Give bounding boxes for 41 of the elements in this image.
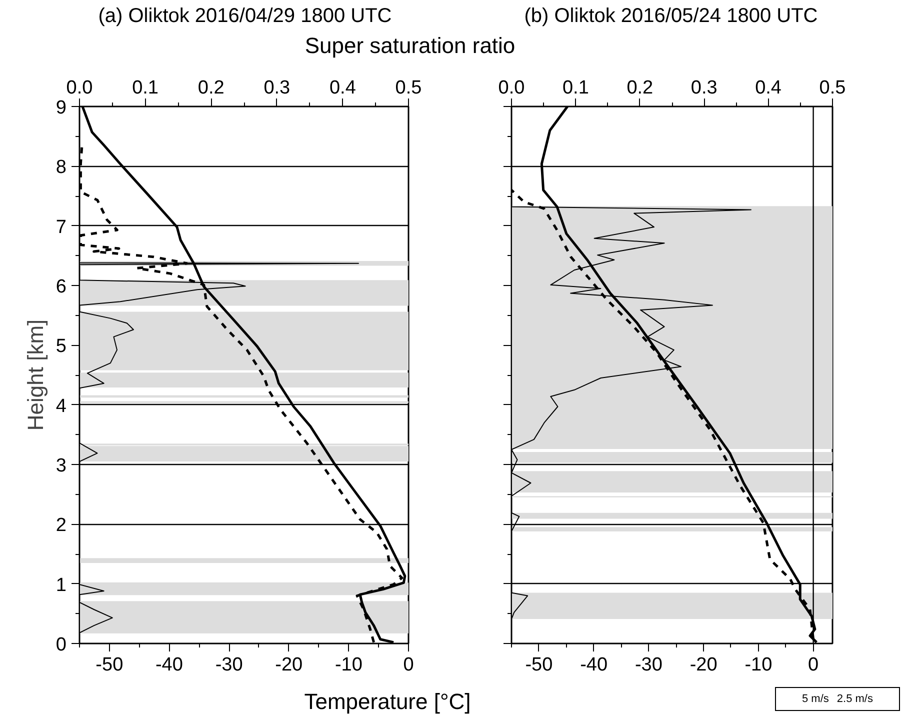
x2-tick-label: 0.0 [66,78,93,98]
x2-tick-label: 0.2 [198,78,224,98]
x-tick-label: -10 [744,654,772,676]
x2-tick-label: 0.5 [819,78,846,98]
x-tick-label: -50 [96,654,124,676]
x-tick-label: -20 [690,654,718,676]
y-tick-label: 8 [56,157,67,178]
x-tick-label: -20 [275,654,303,676]
x-axis-title: Temperature [°C] [304,688,471,716]
y-tick-label: 2 [56,515,67,536]
y-tick-label: 1 [56,574,67,596]
y-tick-label: 5 [56,336,67,358]
y-tick-label: 6 [56,276,67,298]
text: 5 m/s [802,693,829,705]
y-tick-label: 4 [56,396,67,417]
x-tick-label: -30 [634,654,662,676]
x2-tick-label: 0.0 [498,78,525,98]
x-tick-label: -30 [215,654,243,676]
x2-tick-label: 0.1 [562,78,589,98]
x2-axis-title: Super saturation ratio [304,32,516,60]
y-axis-title: Height [km] [22,319,48,431]
x-tick-label: 0 [808,654,819,676]
x-tick-label: -40 [580,654,608,676]
x-tick-label: -50 [525,654,553,676]
chart-title: (a) Oliktok 2016/04/29 1800 UTC [98,4,392,29]
x2-tick-label: 0.4 [755,78,782,98]
y-tick-label: 0 [56,634,67,656]
x-tick-label: 0 [403,654,414,676]
y-tick-label: 9 [56,98,67,118]
chart-title: (b) Oliktok 2016/05/24 1800 UTC [524,4,818,29]
x2-tick-label: 0.4 [329,78,356,98]
x-tick-label: -10 [334,654,362,676]
x2-tick-label: 0.2 [626,78,654,98]
y-tick-label: 7 [56,216,67,238]
x2-tick-label: 0.5 [395,78,422,98]
x2-tick-label: 0.3 [264,78,290,98]
x2-tick-label: 0.1 [132,78,159,98]
x-tick-label: -40 [155,654,183,676]
y-tick-label: 3 [56,456,67,476]
x2-tick-label: 0.3 [690,78,718,98]
text: 2.5 m/s [836,693,873,705]
